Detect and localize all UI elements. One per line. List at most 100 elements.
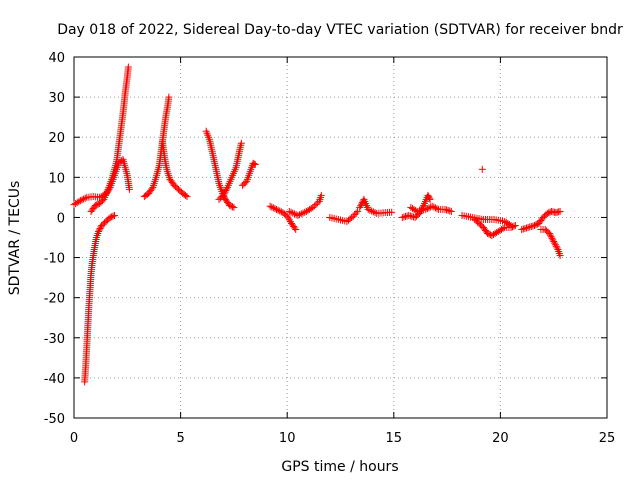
- data-point: [356, 203, 364, 211]
- data-point: [364, 205, 372, 213]
- data-point: [422, 205, 430, 213]
- data-point: [296, 211, 304, 219]
- data-point: [510, 222, 518, 230]
- data-point: [271, 205, 279, 213]
- data-point: [290, 210, 298, 218]
- data-point: [220, 190, 228, 198]
- data-point: [369, 208, 377, 216]
- data-point: [109, 212, 117, 220]
- data-point: [551, 241, 559, 249]
- data-point: [314, 199, 322, 207]
- y-tick-label: 20: [48, 131, 65, 146]
- data-point: [226, 201, 234, 209]
- data-point: [108, 213, 116, 221]
- data-point: [526, 223, 534, 231]
- data-point: [301, 208, 309, 216]
- data-point: [519, 225, 527, 233]
- data-point: [548, 234, 556, 242]
- data-point: [312, 200, 320, 208]
- data-point: [219, 191, 227, 199]
- x-tick-label: 0: [70, 431, 78, 446]
- data-point: [183, 193, 191, 201]
- grid-lines: [74, 57, 607, 418]
- data-point: [523, 224, 531, 232]
- data-point: [274, 206, 282, 214]
- data-point: [182, 192, 190, 200]
- data-point: [402, 212, 410, 220]
- data-point: [230, 203, 238, 211]
- data-point: [284, 214, 292, 222]
- data-point: [484, 229, 492, 237]
- data-point: [299, 209, 307, 217]
- data-point: [78, 196, 86, 204]
- data-point: [508, 223, 516, 231]
- data-point: [412, 206, 420, 214]
- data-points: [70, 63, 564, 386]
- data-point: [556, 252, 564, 260]
- data-point: [291, 224, 299, 232]
- y-tick-label: 30: [48, 91, 65, 106]
- data-point: [269, 204, 277, 212]
- data-point: [368, 207, 376, 215]
- data-point: [547, 233, 555, 241]
- data-point: [349, 212, 357, 220]
- data-point: [425, 204, 433, 212]
- y-axis-label: SDTVAR / TECUs: [7, 181, 23, 296]
- data-point: [106, 213, 114, 221]
- x-tick-label: 25: [599, 431, 616, 446]
- data-point: [552, 242, 560, 250]
- data-point: [545, 229, 553, 237]
- data-point: [165, 93, 173, 101]
- data-point: [549, 236, 557, 244]
- data-point: [529, 222, 537, 230]
- data-point: [511, 221, 519, 229]
- data-point: [433, 205, 441, 213]
- data-point: [227, 202, 235, 210]
- data-point: [524, 223, 532, 231]
- data-point: [410, 213, 418, 221]
- data-point: [222, 187, 230, 195]
- data-point: [80, 195, 88, 203]
- data-point: [446, 207, 454, 215]
- data-point: [228, 203, 236, 211]
- plot-frame: [73, 56, 608, 419]
- chart-title: Day 018 of 2022, Sidereal Day-to-day VTE…: [57, 22, 623, 38]
- data-point: [371, 209, 379, 217]
- data-point: [545, 209, 553, 217]
- data-point: [550, 238, 558, 246]
- data-point: [287, 208, 295, 216]
- x-tick-label: 10: [279, 431, 296, 446]
- data-point: [406, 212, 414, 220]
- axis-ticks: 0 5 10 15 20 25 -50 -40 -30 -20 -10 0 10 20 30 40: [44, 51, 616, 446]
- data-point: [556, 207, 564, 215]
- data-point: [81, 194, 89, 202]
- data-point: [531, 221, 539, 229]
- y-tick-label: 40: [48, 51, 65, 66]
- data-point: [423, 205, 431, 213]
- data-point: [76, 197, 84, 205]
- y-tick-label: -40: [44, 372, 65, 387]
- data-point: [294, 211, 302, 219]
- data-point: [532, 221, 540, 229]
- data-point: [507, 223, 515, 231]
- data-point: [443, 206, 451, 214]
- data-point: [405, 211, 413, 219]
- data-point: [273, 205, 281, 213]
- y-tick-label: -30: [44, 332, 65, 347]
- data-point: [91, 201, 99, 209]
- y-tick-label: -50: [44, 412, 65, 427]
- x-tick-label: 5: [176, 431, 184, 446]
- y-tick-label: -20: [44, 292, 65, 307]
- data-point: [283, 212, 291, 220]
- data-point: [400, 213, 408, 221]
- data-point: [388, 208, 396, 216]
- data-point: [310, 202, 318, 210]
- data-point: [553, 244, 561, 252]
- data-point: [297, 210, 305, 218]
- data-point: [551, 239, 559, 247]
- y-tick-label: 0: [57, 211, 65, 226]
- data-point: [441, 205, 449, 213]
- data-point: [309, 203, 317, 211]
- data-point: [366, 206, 374, 214]
- data-point: [527, 222, 535, 230]
